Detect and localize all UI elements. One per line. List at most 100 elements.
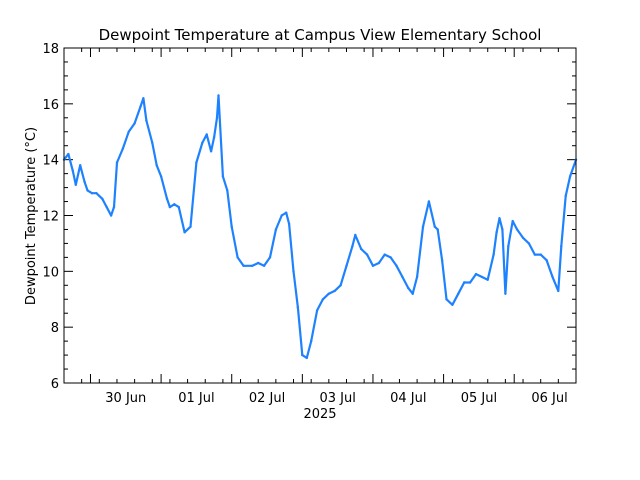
plot-frame [63,47,577,384]
y-tick-label: 16 [42,98,59,113]
data-point [564,194,567,198]
data-point [451,303,454,306]
data-point [545,259,548,262]
data-point [217,94,220,97]
data-point [127,130,130,133]
data-point [310,339,313,343]
data-point [301,353,304,357]
y-tick-label: 6 [51,377,59,392]
data-point [383,253,386,256]
data-point [511,219,514,223]
data-point [221,175,225,178]
data-point [101,197,104,200]
data-point [121,147,125,150]
data-point [215,116,219,120]
data-point [159,175,163,178]
data-point [236,256,239,259]
y-tick-label: 18 [42,42,59,57]
data-point [351,245,354,248]
x-tick-label: 02 Jul [249,391,285,406]
data-point [90,192,94,195]
data-point [495,231,498,234]
y-axis-label: Dewpoint Temperature (°C) [24,127,39,305]
data-point [468,281,472,284]
data-point [401,275,404,279]
data-point [305,356,308,360]
data-point [145,119,148,122]
series-line [63,94,578,359]
data-point [95,192,98,195]
data-point [173,203,176,206]
data-point [371,264,375,267]
data-point [515,228,519,231]
data-point [527,242,531,245]
data-point [168,205,172,209]
y-tick-label: 10 [42,265,59,280]
data-point [345,264,348,267]
data-point [262,264,266,267]
data-point [354,233,357,237]
data-point [242,264,245,267]
x-tick-label: 04 Jul [390,391,426,406]
data-point [501,228,504,231]
data-point [195,161,198,164]
data-point [327,292,330,295]
data-point [333,289,336,293]
x-tick-label: 01 Jul [178,391,214,406]
data-point [533,253,536,256]
data-point [109,214,113,217]
data-point [86,189,89,192]
data-point [521,236,525,239]
year-label: 2025 [303,407,336,422]
data-point [79,164,82,167]
x-tick-label: 30 Jun [105,391,146,406]
data-point [155,164,158,167]
data-point [142,97,145,100]
data-point [457,292,460,295]
data-point [212,136,216,139]
data-point [165,197,169,200]
data-point [274,228,278,231]
data-point [177,205,180,209]
data-point [436,228,439,231]
y-tick-label: 8 [51,321,59,336]
data-point [492,253,495,256]
data-point [551,275,554,279]
x-tick-label: 03 Jul [319,391,355,406]
data-point [112,205,116,209]
data-point [251,264,254,267]
data-point [230,225,233,228]
data-point [280,214,283,217]
data-point [427,200,431,203]
y-tick-label: 14 [42,154,59,169]
data-point [151,141,154,145]
data-point [315,309,319,312]
data-point [292,270,295,273]
data-point [433,225,436,228]
data-point [560,245,563,248]
data-point [360,247,363,251]
data-point [268,256,272,259]
data-point [321,298,325,301]
data-point [474,272,478,276]
y-tick-label: 12 [42,210,59,225]
data-point [539,253,542,256]
data-point [226,189,229,192]
data-point [257,261,260,265]
data-point [486,278,489,281]
data-point [133,122,136,125]
data-point [463,281,466,284]
data-point [407,286,410,290]
data-point [365,253,369,256]
data-point [377,261,381,265]
data-point [339,284,342,287]
data-point [209,150,213,153]
data-point [557,289,560,293]
data-point [201,141,204,145]
data-point [445,298,448,301]
chart-title: Dewpoint Temperature at Campus View Elem… [99,26,542,44]
data-point [507,245,510,248]
data-point [115,161,119,164]
data-point [411,292,414,295]
data-point [421,225,425,228]
